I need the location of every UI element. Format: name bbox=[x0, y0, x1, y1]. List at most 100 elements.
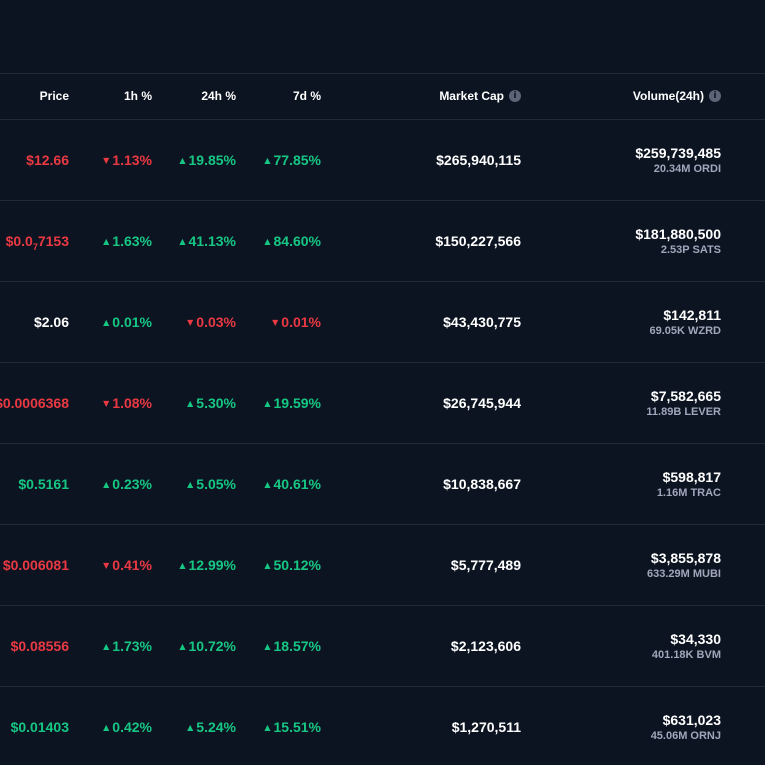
change-7d-text: 40.61% bbox=[273, 476, 321, 492]
change-24h-value: ▲ 41.13% bbox=[179, 233, 236, 249]
market-cap-cell: $5,777,489 bbox=[451, 525, 521, 605]
header-24h[interactable]: 24h % bbox=[201, 73, 236, 119]
header-market-cap-label: Market Cap bbox=[439, 89, 504, 103]
header-1h-label: 1h % bbox=[123, 89, 152, 103]
change-7d: ▲ 15.51% bbox=[264, 687, 321, 765]
header-market-cap[interactable]: Market Cap i bbox=[439, 73, 521, 119]
change-24h-value: ▲ 5.30% bbox=[187, 395, 236, 411]
price-suffix: 7153 bbox=[37, 233, 69, 249]
change-24h: ▲ 5.30% bbox=[187, 363, 236, 443]
caret-up-icon: ▲ bbox=[264, 479, 271, 489]
price-cell: $0.01403 bbox=[11, 687, 69, 765]
market-cap-value: $10,838,667 bbox=[443, 476, 521, 492]
caret-up-icon: ▲ bbox=[264, 722, 271, 732]
change-1h-text: 0.42% bbox=[112, 719, 152, 735]
change-1h: ▲ 1.73% bbox=[103, 606, 152, 686]
change-7d-text: 0.01% bbox=[281, 314, 321, 330]
volume-usd: $598,817 bbox=[662, 469, 721, 485]
caret-up-icon: ▲ bbox=[103, 479, 110, 489]
table-row[interactable]: $0.006081 ▼ 0.41% ▲ 12.99% ▲ 50.12% $5,777,489 $… bbox=[0, 525, 765, 606]
price-value: $0.006081 bbox=[2, 557, 69, 573]
table-row[interactable]: $0.01403 ▲ 0.42% ▲ 5.24% ▲ 15.51% $1,270,511 $63… bbox=[0, 687, 765, 765]
price-value: $0.5161 bbox=[18, 476, 69, 492]
change-1h-value: ▼ 1.08% bbox=[103, 395, 152, 411]
table-row[interactable]: $12.66 ▼ 1.13% ▲ 19.85% ▲ 77.85% $265,940,115 $2… bbox=[0, 120, 765, 201]
change-1h: ▲ 1.63% bbox=[103, 201, 152, 281]
info-icon[interactable]: i bbox=[709, 90, 721, 102]
volume-cell: $3,855,878 633.29M MUBI bbox=[647, 525, 721, 605]
table-row[interactable]: $0.08556 ▲ 1.73% ▲ 10.72% ▲ 18.57% $2,123,606 $3… bbox=[0, 606, 765, 687]
volume-cell: $181,880,500 2.53P SATS bbox=[635, 201, 721, 281]
header-1h[interactable]: 1h % bbox=[124, 73, 152, 119]
caret-down-icon: ▼ bbox=[272, 317, 279, 327]
change-1h: ▼ 1.08% bbox=[103, 363, 152, 443]
price-cell: $0.0006368 bbox=[0, 363, 69, 443]
market-cap-cell: $1,270,511 bbox=[452, 687, 521, 765]
volume-cell: $598,817 1.16M TRAC bbox=[657, 444, 721, 524]
volume-cell: $142,811 69.05K WZRD bbox=[649, 282, 721, 362]
change-7d-text: 15.51% bbox=[273, 719, 321, 735]
caret-up-icon: ▲ bbox=[179, 560, 186, 570]
volume-usd: $181,880,500 bbox=[635, 226, 721, 242]
change-7d-value: ▲ 84.60% bbox=[264, 233, 321, 249]
change-24h-text: 5.24% bbox=[196, 719, 236, 735]
change-1h: ▼ 0.41% bbox=[103, 525, 152, 605]
volume-cell: $259,739,485 20.34M ORDI bbox=[635, 120, 721, 200]
volume-usd: $7,582,665 bbox=[650, 388, 721, 404]
top-bar bbox=[0, 0, 765, 74]
change-7d: ▲ 18.57% bbox=[264, 606, 321, 686]
header-24h-label: 24h % bbox=[201, 89, 236, 103]
change-24h-value: ▼ 0.03% bbox=[187, 314, 236, 330]
change-24h-value: ▲ 5.24% bbox=[187, 719, 236, 735]
table-row[interactable]: $0.077153 ▲ 1.63% ▲ 41.13% ▲ 84.60% $150,227,56… bbox=[0, 201, 765, 282]
volume-token: 2.53P SATS bbox=[660, 244, 721, 256]
volume-cell: $631,023 45.06M ORNJ bbox=[651, 687, 721, 765]
info-icon[interactable]: i bbox=[509, 90, 521, 102]
volume-usd: $3,855,878 bbox=[650, 550, 721, 566]
volume-usd: $631,023 bbox=[662, 712, 721, 728]
header-7d[interactable]: 7d % bbox=[293, 73, 321, 119]
change-1h-text: 1.63% bbox=[112, 233, 152, 249]
price-value: $0.08556 bbox=[10, 638, 69, 654]
caret-up-icon: ▲ bbox=[103, 641, 110, 651]
change-1h: ▼ 1.13% bbox=[103, 120, 152, 200]
caret-up-icon: ▲ bbox=[103, 722, 110, 732]
volume-cell: $7,582,665 11.89B LEVER bbox=[646, 363, 721, 443]
caret-up-icon: ▲ bbox=[103, 236, 110, 246]
market-cap-value: $26,745,944 bbox=[443, 395, 521, 411]
price-value: $0.0006368 bbox=[0, 395, 69, 411]
header-price[interactable]: Price bbox=[40, 73, 69, 119]
market-cap-cell: $10,838,667 bbox=[443, 444, 521, 524]
change-7d-value: ▲ 18.57% bbox=[264, 638, 321, 654]
price-value: $2.06 bbox=[33, 314, 69, 330]
change-7d-value: ▲ 19.59% bbox=[264, 395, 321, 411]
market-cap-value: $1,270,511 bbox=[451, 719, 521, 735]
change-1h-value: ▼ 1.13% bbox=[103, 152, 152, 168]
caret-up-icon: ▲ bbox=[179, 641, 186, 651]
market-cap-value: $265,940,115 bbox=[436, 152, 521, 168]
change-7d: ▲ 19.59% bbox=[264, 363, 321, 443]
volume-usd: $34,330 bbox=[670, 631, 721, 647]
table-row[interactable]: $0.0006368 ▼ 1.08% ▲ 5.30% ▲ 19.59% $26,745,944… bbox=[0, 363, 765, 444]
price-cell: $0.077153 bbox=[6, 201, 69, 281]
caret-up-icon: ▲ bbox=[264, 155, 271, 165]
change-24h-value: ▲ 5.05% bbox=[187, 476, 236, 492]
change-7d-value: ▲ 77.85% bbox=[264, 152, 321, 168]
header-volume[interactable]: Volume(24h) i bbox=[633, 73, 721, 119]
change-7d: ▲ 77.85% bbox=[264, 120, 321, 200]
change-7d-value: ▲ 15.51% bbox=[264, 719, 321, 735]
change-1h-value: ▲ 0.42% bbox=[103, 719, 152, 735]
change-7d-value: ▲ 40.61% bbox=[264, 476, 321, 492]
market-cap-value: $5,777,489 bbox=[450, 557, 521, 573]
change-7d-value: ▼ 0.01% bbox=[272, 314, 321, 330]
caret-down-icon: ▼ bbox=[187, 317, 194, 327]
change-1h: ▲ 0.42% bbox=[103, 687, 152, 765]
change-24h: ▲ 10.72% bbox=[179, 606, 236, 686]
volume-token: 20.34M ORDI bbox=[653, 163, 721, 175]
market-cap-value: $150,227,566 bbox=[435, 233, 521, 249]
table-row[interactable]: $0.5161 ▲ 0.23% ▲ 5.05% ▲ 40.61% $10,838,667 $59… bbox=[0, 444, 765, 525]
table-row[interactable]: $2.06 ▲ 0.01% ▼ 0.03% ▼ 0.01% $43,430,775 $142,8… bbox=[0, 282, 765, 363]
caret-up-icon: ▲ bbox=[179, 155, 186, 165]
market-cap-cell: $26,745,944 bbox=[443, 363, 521, 443]
